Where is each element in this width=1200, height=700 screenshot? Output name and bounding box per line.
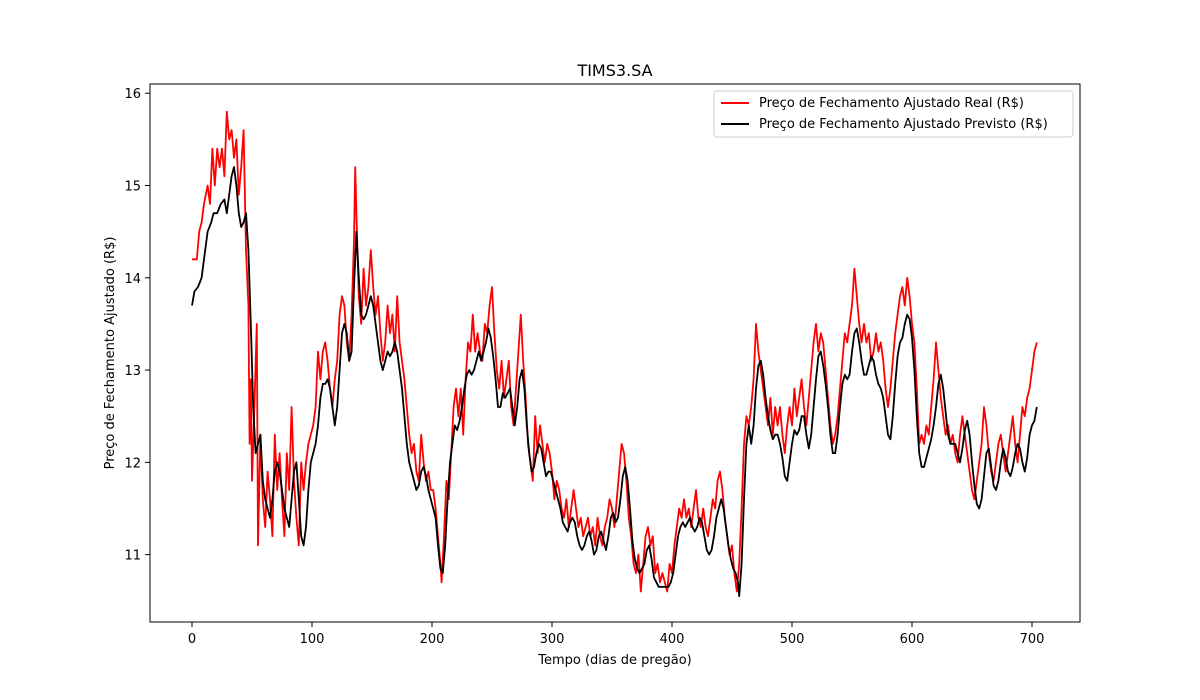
y-axis-label: Preço de Fechamento Ajustado (R$) [103, 237, 118, 470]
x-axis-label: Tempo (dias de pregão) [537, 653, 691, 668]
x-axis-ticks: 0 100 200 300 400 500 600 700 [188, 622, 1045, 647]
chart-title: TIMS3.SA [576, 61, 652, 80]
y-tick-label: 11 [124, 549, 141, 564]
y-tick-label: 13 [124, 364, 141, 379]
x-tick-label: 700 [1020, 632, 1045, 647]
legend: Preço de Fechamento Ajustado Real (R$) P… [713, 90, 1074, 138]
series-line-previsto [191, 166, 1038, 598]
y-tick-label: 16 [124, 87, 141, 102]
y-tick-label: 14 [124, 272, 141, 287]
x-tick-label: 500 [780, 632, 805, 647]
y-tick-label: 15 [124, 180, 141, 195]
x-tick-label: 200 [420, 632, 445, 647]
y-tick-label: 12 [124, 456, 141, 471]
legend-label-previsto: Preço de Fechamento Ajustado Previsto (R… [759, 117, 1048, 132]
y-axis-ticks: 11 12 13 14 15 16 [124, 87, 150, 564]
x-tick-label: 100 [300, 632, 325, 647]
x-tick-label: 600 [900, 632, 925, 647]
x-tick-label: 400 [660, 632, 685, 647]
x-tick-label: 0 [188, 632, 196, 647]
legend-box [713, 90, 1074, 138]
x-tick-label: 300 [540, 632, 565, 647]
legend-label-real: Preço de Fechamento Ajustado Real (R$) [759, 96, 1024, 111]
plot-frame [149, 83, 1081, 623]
series-layer [191, 110, 1038, 598]
